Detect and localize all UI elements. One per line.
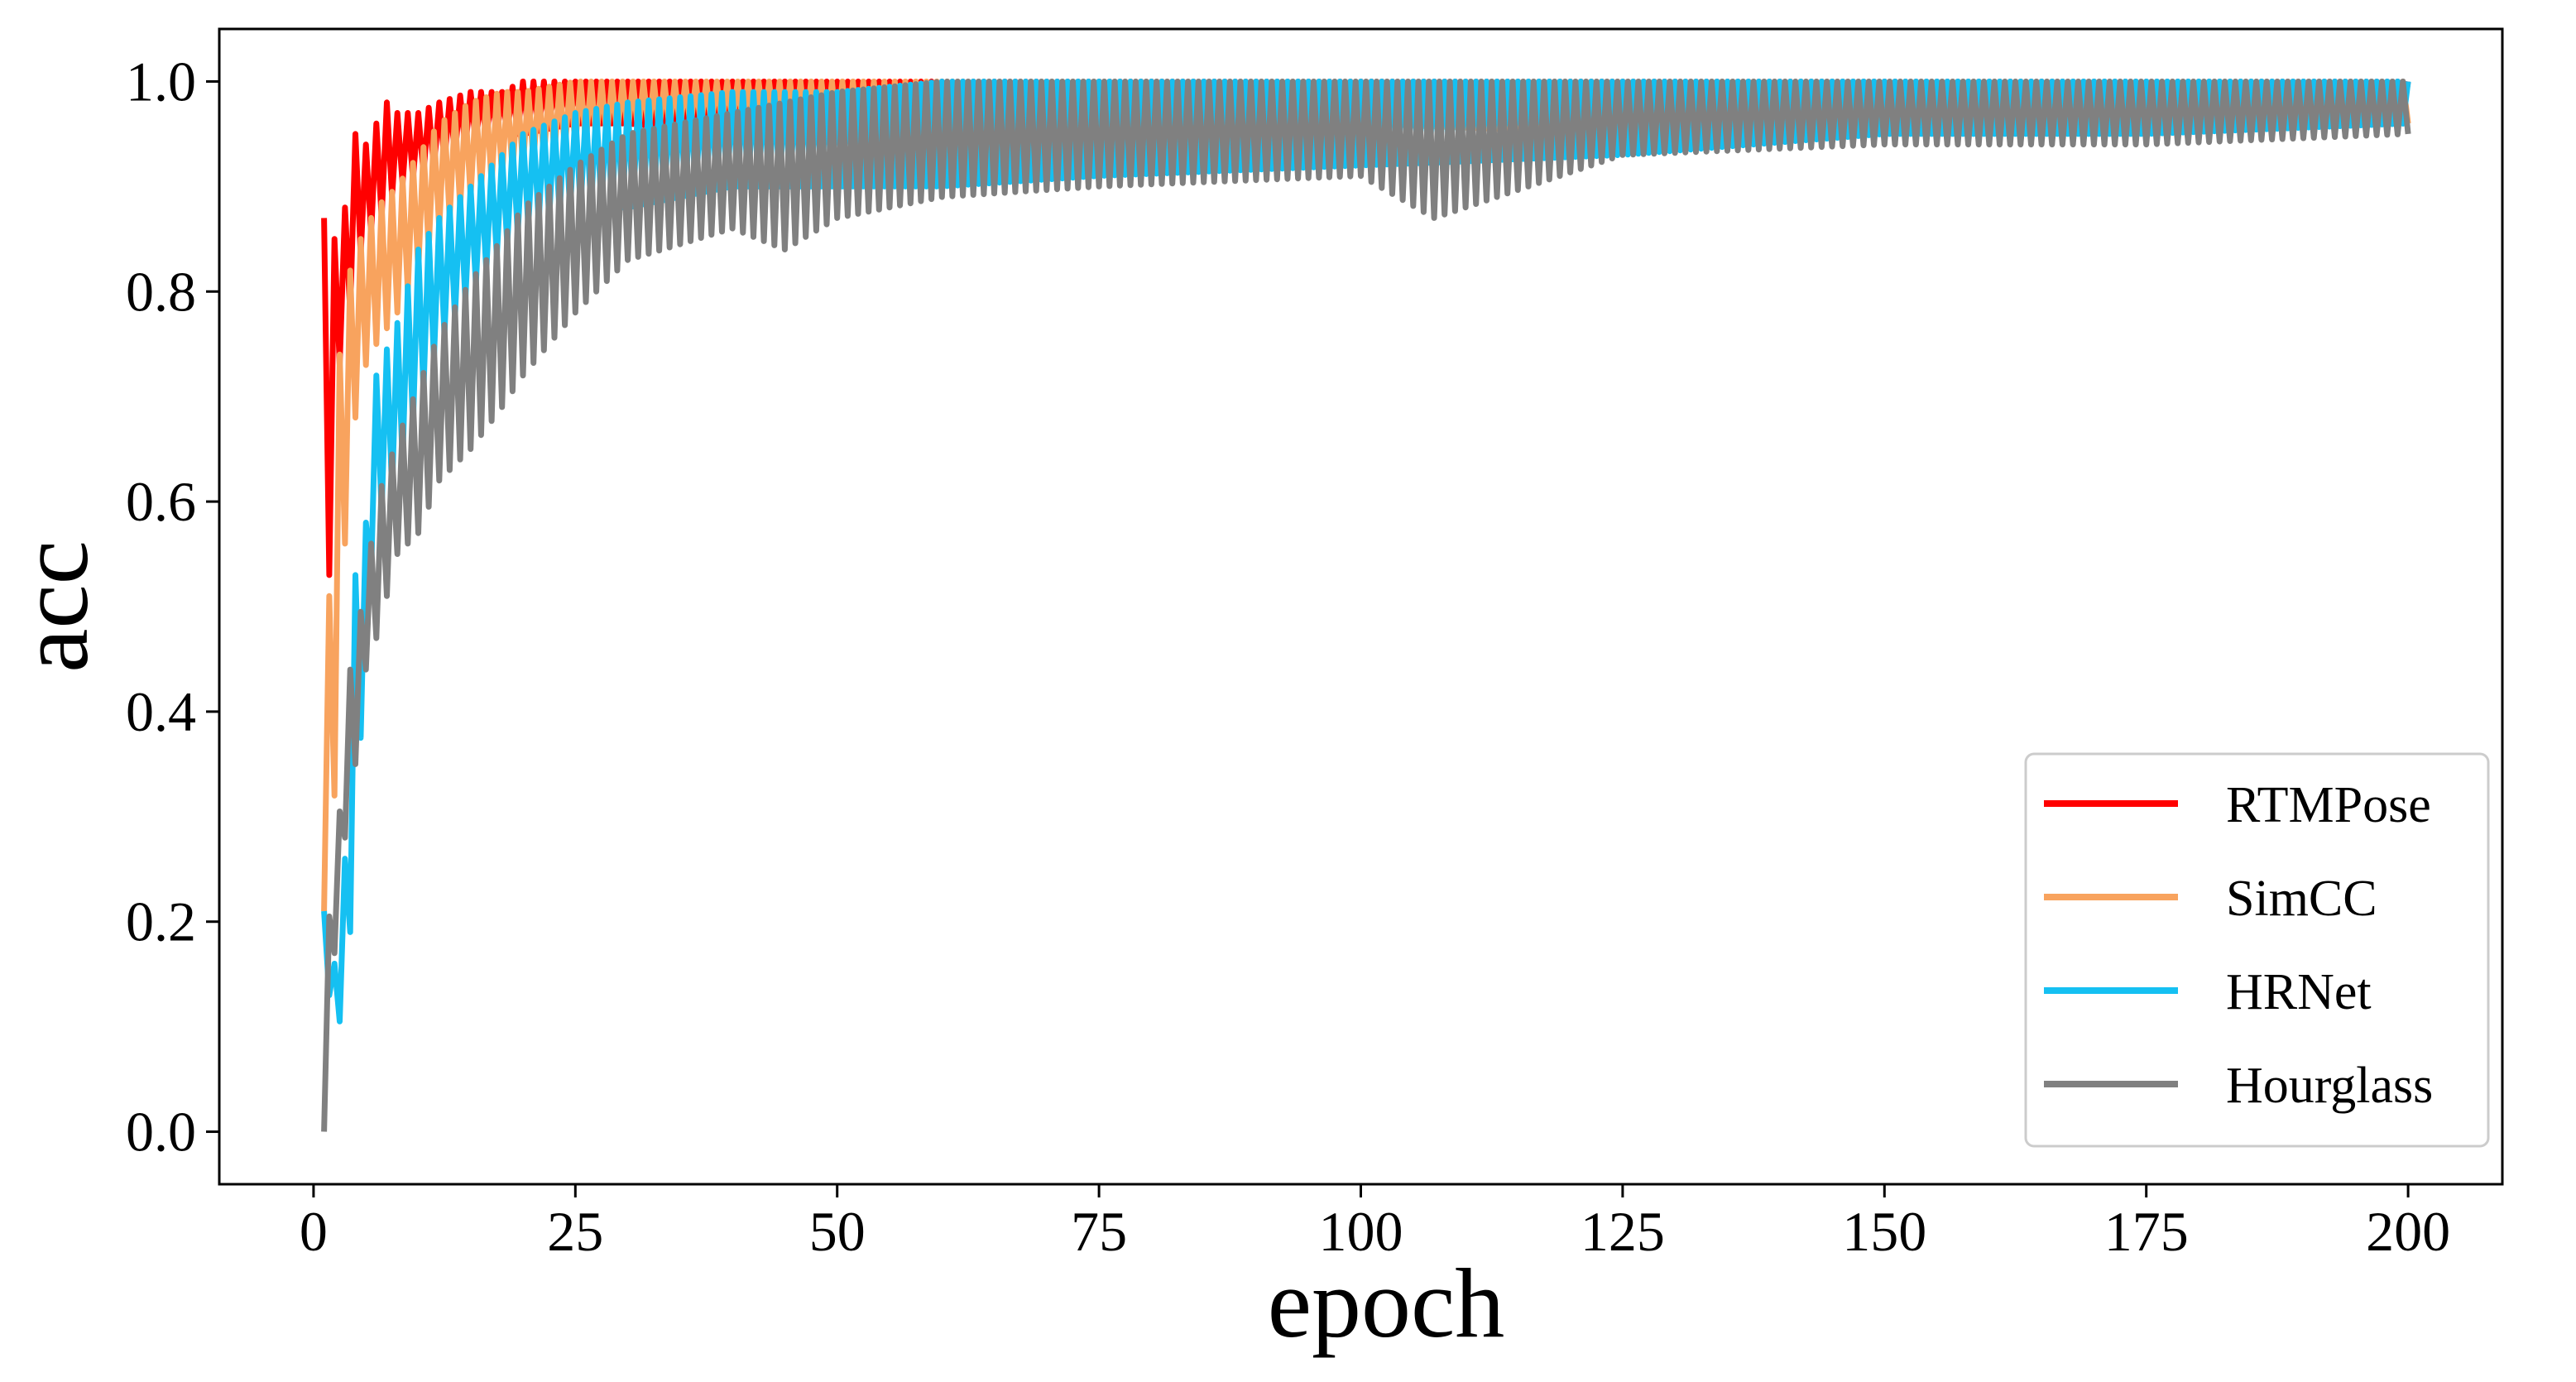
y-tick-label: 0.4 [126,680,196,743]
legend-label-rtmpose: RTMPose [2226,777,2431,833]
x-tick-label: 100 [1319,1200,1403,1263]
y-tick-label: 0.2 [126,890,196,953]
x-axis: 0 25 50 75 100 125 150 175 200 [300,1184,2450,1263]
x-tick-label: 200 [2366,1200,2450,1263]
y-tick-label: 0.6 [126,470,196,533]
x-tick-label: 175 [2104,1200,2189,1263]
x-tick-label: 25 [547,1200,603,1263]
x-tick-label: 75 [1071,1200,1127,1263]
series-layer [321,79,2411,1132]
y-tick-label: 0.0 [126,1101,196,1164]
legend-label-simcc: SimCC [2226,871,2377,927]
x-tick-label: 0 [300,1200,328,1263]
legend: RTMPose SimCC HRNet Hourglass [2024,752,2490,1148]
legend-label-hourglass: Hourglass [2226,1058,2433,1114]
x-tick-label: 125 [1581,1200,1665,1263]
x-tick-label: 50 [809,1200,866,1263]
x-axis-title: epoch [1268,1248,1505,1358]
y-tick-label: 1.0 [126,50,196,113]
y-tick-label: 0.8 [126,260,196,323]
legend-frame [2024,752,2490,1148]
x-tick-label: 150 [1842,1200,1926,1263]
series-line-hourglass [321,79,2411,1132]
y-axis-title: acc [0,540,108,673]
legend-label-hrnet: HRNet [2226,964,2372,1020]
y-axis: 0.0 0.2 0.4 0.6 0.8 1.0 [126,50,219,1164]
